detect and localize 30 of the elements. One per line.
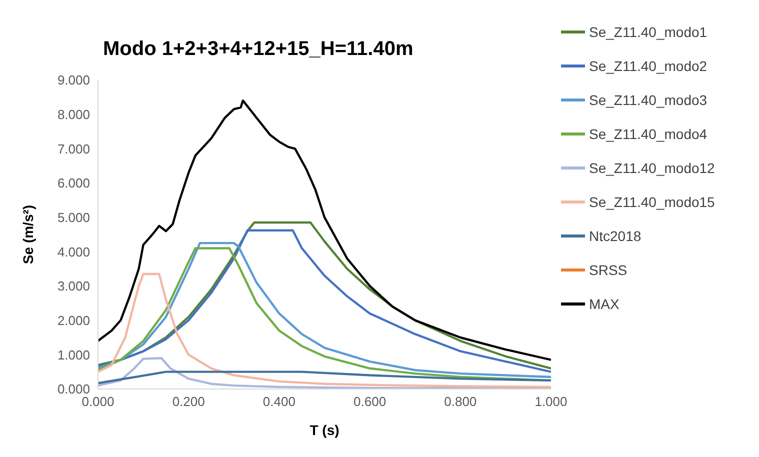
legend-label: Se_Z11.40_modo4 — [589, 126, 708, 142]
legend-label: Ntc2018 — [589, 228, 642, 244]
legend-label: Se_Z11.40_modo1 — [589, 24, 708, 40]
y-tick-label: 5.000 — [57, 210, 90, 225]
x-tick-label: 0.600 — [354, 394, 386, 410]
x-tick-label: 0.800 — [444, 394, 477, 410]
y-tick-label: 2.000 — [57, 312, 90, 328]
line-series — [98, 370, 551, 384]
y-tick-label: 9.000 — [57, 72, 90, 88]
legend-label: Se_Z11.40_modo2 — [589, 58, 708, 74]
y-tick-label: 1.000 — [57, 347, 90, 362]
y-tick-label: 7.000 — [57, 141, 90, 156]
y-tick-label: 3.000 — [57, 278, 90, 294]
y-tick-label: 6.000 — [57, 176, 90, 191]
legend-label: MAX — [589, 296, 620, 312]
x-tick-label: 0.200 — [172, 394, 205, 410]
y-tick-label: 8.000 — [57, 106, 90, 122]
y-tick-label: 0.000 — [57, 382, 90, 397]
x-axis-title: T (s) — [310, 422, 340, 438]
chart-title: Modo 1+2+3+4+12+15_H=11.40m — [103, 38, 414, 61]
legend-label: SRSS — [589, 262, 628, 278]
legend-label: Se_Z11.40_modo15 — [589, 194, 715, 210]
x-tick-label: 1.000 — [534, 394, 568, 410]
y-axis-title: Se (m/s²) — [20, 204, 36, 264]
legend-label: Se_Z11.40_modo3 — [589, 92, 708, 108]
legend-label: Se_Z11.40_modo12 — [589, 160, 715, 176]
line-series — [98, 100, 551, 361]
y-tick-label: 4.000 — [57, 244, 90, 260]
x-tick-label: 0.000 — [82, 394, 114, 410]
x-tick-label: 0.400 — [262, 394, 296, 410]
